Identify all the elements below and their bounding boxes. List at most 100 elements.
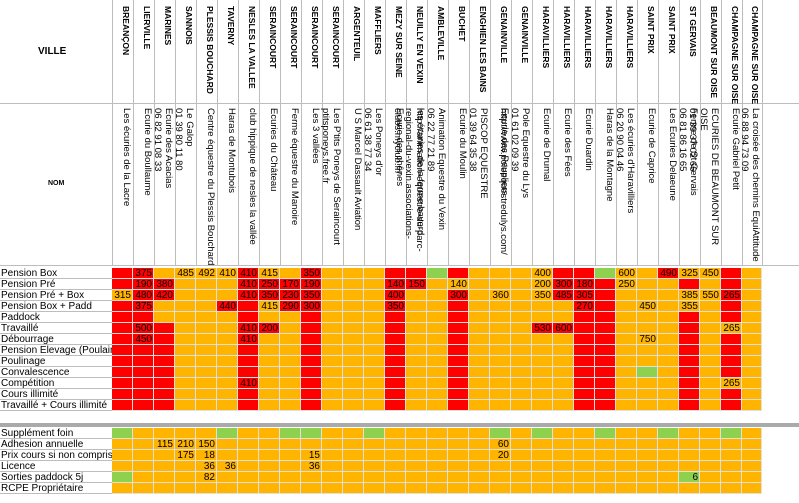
price-cell[interactable] bbox=[700, 301, 721, 312]
price-cell[interactable] bbox=[637, 312, 658, 323]
price-cell[interactable] bbox=[679, 428, 700, 439]
price-cell[interactable] bbox=[469, 439, 490, 450]
price-cell[interactable] bbox=[553, 356, 574, 367]
price-cell[interactable] bbox=[700, 312, 721, 323]
price-cell[interactable] bbox=[301, 367, 322, 378]
price-cell[interactable] bbox=[658, 483, 679, 494]
price-cell[interactable] bbox=[322, 378, 343, 389]
price-cell[interactable] bbox=[616, 400, 637, 411]
price-cell[interactable] bbox=[511, 400, 532, 411]
price-cell[interactable] bbox=[259, 400, 280, 411]
price-cell[interactable] bbox=[385, 461, 406, 472]
price-cell[interactable] bbox=[553, 461, 574, 472]
price-cell[interactable] bbox=[595, 439, 616, 450]
price-cell[interactable] bbox=[574, 378, 595, 389]
price-cell[interactable] bbox=[343, 290, 364, 301]
price-cell[interactable] bbox=[196, 279, 217, 290]
price-cell[interactable] bbox=[595, 389, 616, 400]
price-cell[interactable] bbox=[490, 439, 511, 450]
price-cell[interactable] bbox=[133, 461, 154, 472]
price-cell[interactable] bbox=[259, 461, 280, 472]
price-cell[interactable] bbox=[217, 461, 238, 472]
price-cell[interactable] bbox=[301, 461, 322, 472]
price-cell[interactable] bbox=[364, 483, 385, 494]
price-cell[interactable] bbox=[658, 367, 679, 378]
price-cell[interactable] bbox=[490, 279, 511, 290]
price-cell[interactable] bbox=[343, 400, 364, 411]
price-cell[interactable] bbox=[658, 345, 679, 356]
price-cell[interactable] bbox=[175, 461, 196, 472]
price-cell[interactable] bbox=[259, 483, 280, 494]
price-cell[interactable] bbox=[175, 301, 196, 312]
price-cell[interactable] bbox=[280, 483, 301, 494]
price-cell[interactable] bbox=[196, 323, 217, 334]
price-cell[interactable] bbox=[742, 345, 762, 356]
price-cell[interactable] bbox=[658, 334, 679, 345]
price-cell[interactable] bbox=[616, 439, 637, 450]
price-cell[interactable] bbox=[448, 450, 469, 461]
price-cell[interactable] bbox=[259, 279, 280, 290]
price-cell[interactable] bbox=[343, 461, 364, 472]
price-cell[interactable] bbox=[322, 472, 343, 483]
price-cell[interactable] bbox=[217, 290, 238, 301]
price-cell[interactable] bbox=[700, 483, 721, 494]
price-cell[interactable] bbox=[322, 290, 343, 301]
price-cell[interactable] bbox=[406, 400, 427, 411]
price-cell[interactable] bbox=[196, 439, 217, 450]
price-cell[interactable] bbox=[574, 323, 595, 334]
price-cell[interactable] bbox=[658, 301, 679, 312]
price-cell[interactable] bbox=[112, 356, 133, 367]
price-cell[interactable] bbox=[238, 461, 259, 472]
price-cell[interactable] bbox=[742, 290, 762, 301]
price-cell[interactable] bbox=[469, 389, 490, 400]
price-cell[interactable] bbox=[238, 450, 259, 461]
price-cell[interactable] bbox=[532, 323, 553, 334]
price-cell[interactable] bbox=[133, 268, 154, 279]
price-cell[interactable] bbox=[679, 345, 700, 356]
price-cell[interactable] bbox=[154, 461, 175, 472]
price-cell[interactable] bbox=[217, 367, 238, 378]
price-cell[interactable] bbox=[364, 268, 385, 279]
price-cell[interactable] bbox=[112, 439, 133, 450]
price-cell[interactable] bbox=[490, 312, 511, 323]
price-cell[interactable] bbox=[448, 367, 469, 378]
price-cell[interactable] bbox=[175, 450, 196, 461]
price-cell[interactable] bbox=[637, 367, 658, 378]
price-cell[interactable] bbox=[595, 323, 616, 334]
price-cell[interactable] bbox=[406, 356, 427, 367]
price-cell[interactable] bbox=[364, 472, 385, 483]
price-cell[interactable] bbox=[385, 290, 406, 301]
price-cell[interactable] bbox=[700, 356, 721, 367]
price-cell[interactable] bbox=[196, 483, 217, 494]
price-cell[interactable] bbox=[679, 268, 700, 279]
price-cell[interactable] bbox=[574, 428, 595, 439]
price-cell[interactable] bbox=[406, 301, 427, 312]
price-cell[interactable] bbox=[658, 439, 679, 450]
price-cell[interactable] bbox=[679, 301, 700, 312]
price-cell[interactable] bbox=[679, 439, 700, 450]
price-cell[interactable] bbox=[742, 279, 762, 290]
price-cell[interactable] bbox=[700, 378, 721, 389]
price-cell[interactable] bbox=[490, 389, 511, 400]
price-cell[interactable] bbox=[511, 290, 532, 301]
price-cell[interactable] bbox=[637, 450, 658, 461]
price-cell[interactable] bbox=[322, 367, 343, 378]
price-cell[interactable] bbox=[574, 439, 595, 450]
price-cell[interactable] bbox=[301, 345, 322, 356]
price-cell[interactable] bbox=[238, 400, 259, 411]
price-cell[interactable] bbox=[742, 334, 762, 345]
price-cell[interactable] bbox=[427, 312, 448, 323]
price-cell[interactable] bbox=[175, 367, 196, 378]
price-cell[interactable] bbox=[385, 367, 406, 378]
price-cell[interactable] bbox=[217, 389, 238, 400]
price-cell[interactable] bbox=[595, 378, 616, 389]
price-cell[interactable] bbox=[154, 356, 175, 367]
price-cell[interactable] bbox=[406, 367, 427, 378]
price-cell[interactable] bbox=[175, 334, 196, 345]
price-cell[interactable] bbox=[658, 472, 679, 483]
price-cell[interactable] bbox=[742, 356, 762, 367]
price-cell[interactable] bbox=[364, 461, 385, 472]
price-cell[interactable] bbox=[406, 472, 427, 483]
price-cell[interactable] bbox=[385, 356, 406, 367]
price-cell[interactable] bbox=[322, 400, 343, 411]
